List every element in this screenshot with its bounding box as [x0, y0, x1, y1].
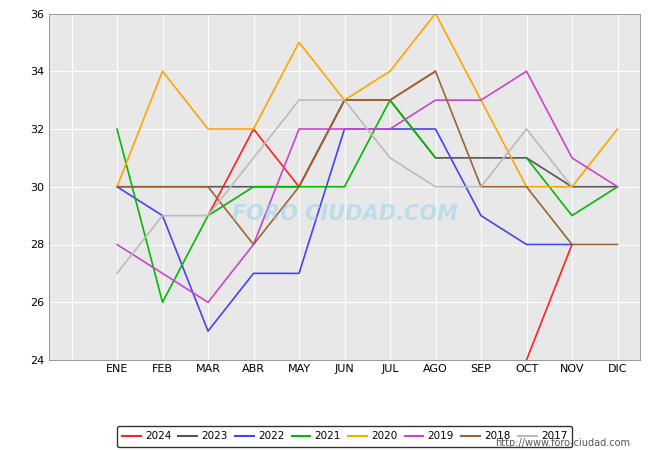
Text: http://www.foro-ciudad.com: http://www.foro-ciudad.com: [495, 438, 630, 448]
Legend: 2024, 2023, 2022, 2021, 2020, 2019, 2018, 2017: 2024, 2023, 2022, 2021, 2020, 2019, 2018…: [116, 426, 573, 446]
Text: FORO CIUDAD.COM: FORO CIUDAD.COM: [231, 204, 458, 225]
Text: Afiliados en Riofrío a 30/11/2024: Afiliados en Riofrío a 30/11/2024: [200, 9, 450, 24]
